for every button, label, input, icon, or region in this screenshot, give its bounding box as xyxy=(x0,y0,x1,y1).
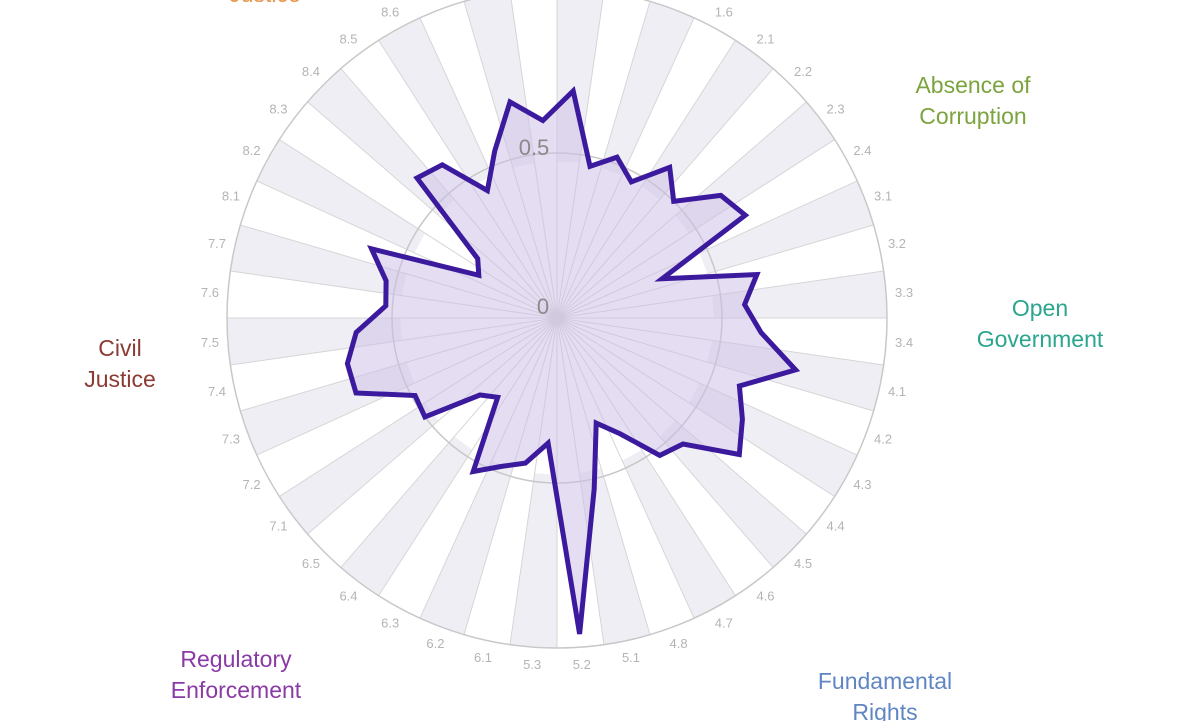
axis-tick-label: 7.7 xyxy=(208,236,226,251)
axis-tick-label: 4.8 xyxy=(670,636,688,651)
axis-tick-label: 5.2 xyxy=(573,657,591,672)
axis-tick-label: 4.3 xyxy=(853,477,871,492)
axis-tick-label: 5.1 xyxy=(622,650,640,665)
axis-tick-label: 6.4 xyxy=(339,589,357,604)
factor-label-line: Absence of xyxy=(915,72,1031,98)
axis-tick-label: 6.2 xyxy=(426,636,444,651)
axis-tick-label: 8.4 xyxy=(302,64,320,79)
factor-label-line: Enforcement xyxy=(171,677,302,703)
axis-tick-label: 4.4 xyxy=(827,519,845,534)
axis-tick-label: 7.3 xyxy=(222,432,240,447)
axis-tick-label: 4.5 xyxy=(794,556,812,571)
radar-sector-shade xyxy=(622,449,736,619)
radar-sector-shade xyxy=(419,460,513,635)
factor-label-civil-justice: Civil Justice xyxy=(84,335,156,392)
factor-label-line: Justice xyxy=(84,366,156,392)
axis-tick-label: 6.1 xyxy=(474,650,492,665)
radar-sector-shade xyxy=(712,271,887,318)
axis-tick-label: 8.3 xyxy=(269,102,287,117)
axis-tick-label: 2.4 xyxy=(853,143,871,158)
radar-sector-shade xyxy=(340,436,473,596)
factor-label-criminal-justice: Justice xyxy=(229,0,301,7)
axis-tick-label: 4.7 xyxy=(715,615,733,630)
ring-value-label: 0 xyxy=(537,294,549,319)
axis-tick-label: 7.1 xyxy=(269,519,287,534)
axis-tick-label: 4.6 xyxy=(756,589,774,604)
radar-sector-shade xyxy=(378,17,492,187)
radar-sector-shade xyxy=(641,40,774,200)
factor-label-line: Open xyxy=(1012,295,1068,321)
axis-tick-label: 7.2 xyxy=(243,477,261,492)
radar-sector-shade xyxy=(510,473,557,648)
radar-sector-shade xyxy=(579,468,650,645)
ring-value-label: 0.5 xyxy=(519,135,550,160)
axis-tick-label: 7.6 xyxy=(201,285,219,300)
factor-label-line: Justice xyxy=(229,0,301,7)
radar-sector-shade xyxy=(699,180,874,274)
axis-tick-label: 1.6 xyxy=(715,5,733,20)
axis-tick-label: 7.4 xyxy=(208,384,226,399)
axis-tick-label: 5.3 xyxy=(523,657,541,672)
radar-series xyxy=(344,85,801,635)
axis-tick-label: 4.2 xyxy=(874,432,892,447)
axis-tick-label: 3.4 xyxy=(895,335,913,350)
factor-label-line: Fundamental xyxy=(818,668,952,694)
factor-label-line: Regulatory xyxy=(180,646,292,672)
axis-tick-label: 3.1 xyxy=(874,188,892,203)
factor-label-line: Civil xyxy=(98,335,141,361)
radar-series-polygon xyxy=(344,85,801,635)
axis-tick-label: 3.3 xyxy=(895,285,913,300)
factor-label-open-government: Open Government xyxy=(977,295,1104,352)
factor-label-line: Government xyxy=(977,326,1104,352)
axis-tick-label: 6.5 xyxy=(302,556,320,571)
radar-sector-shade xyxy=(601,1,695,176)
axis-tick-label: 2.3 xyxy=(827,102,845,117)
radar-labels: 00.51.31.41.51.62.12.22.32.43.13.23.33.4… xyxy=(84,0,1104,725)
radar-sector-shade xyxy=(230,225,407,296)
axis-tick-label: 3.2 xyxy=(888,236,906,251)
radar-sector-shade xyxy=(256,139,426,253)
axis-tick-label: 2.2 xyxy=(794,64,812,79)
factor-label-fundamental-rights: Fundamental Rights xyxy=(818,668,952,721)
factor-label-absence-of-corruption: Absence of Corruption xyxy=(915,72,1031,129)
factor-label-regulatory-enforcement: Regulatory Enforcement xyxy=(171,646,302,703)
radar-sector-shade xyxy=(279,402,439,535)
radar-sector-shade xyxy=(659,420,807,568)
axis-tick-label: 4.1 xyxy=(888,384,906,399)
radar-ring xyxy=(226,0,888,649)
axis-tick-label: 6.3 xyxy=(381,615,399,630)
factor-label-line: Corruption xyxy=(919,103,1026,129)
axis-tick-label: 7.5 xyxy=(201,335,219,350)
factor-label-line: Rights xyxy=(852,699,917,721)
axis-tick-label: 2.1 xyxy=(756,31,774,46)
axis-tick-label: 8.6 xyxy=(381,5,399,20)
radar-background xyxy=(227,0,887,648)
axis-tick-label: 8.1 xyxy=(222,188,240,203)
axis-tick-label: 8.5 xyxy=(339,31,357,46)
axis-tick-label: 8.2 xyxy=(243,143,261,158)
